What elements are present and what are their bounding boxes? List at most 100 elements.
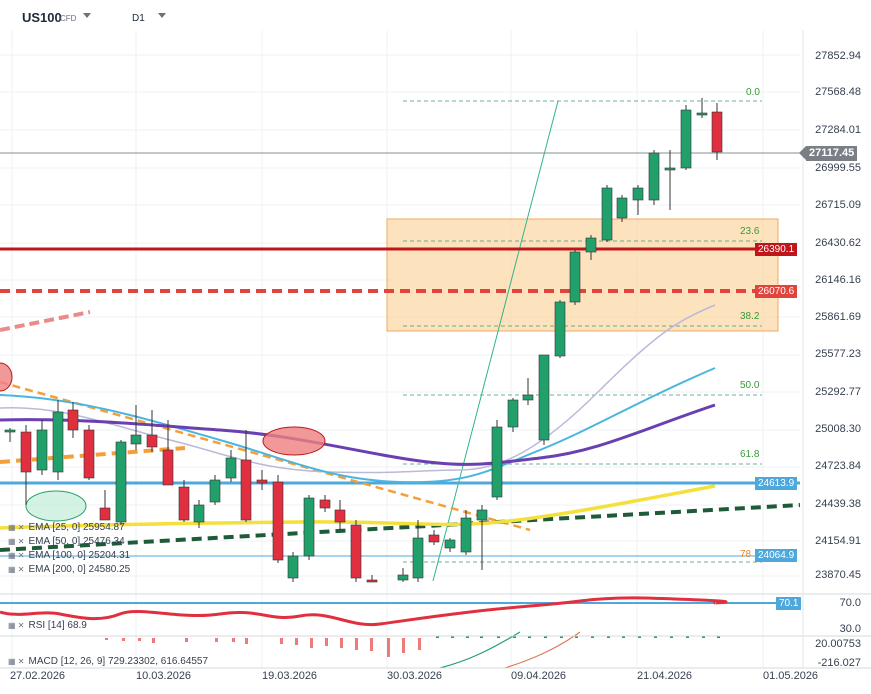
candle-body bbox=[146, 434, 158, 448]
sell-signal-marker bbox=[262, 426, 326, 456]
price-label: 24439.38 bbox=[815, 498, 861, 510]
macd-histogram-bar bbox=[607, 636, 610, 638]
ema25-line bbox=[0, 304, 716, 474]
candle-body bbox=[711, 111, 723, 153]
rsi-axis-label: 30.0 bbox=[839, 623, 861, 635]
price-label: 26146.16 bbox=[815, 274, 861, 286]
macd-histogram-bar bbox=[105, 638, 108, 640]
date-label: 09.04.2026 bbox=[511, 670, 567, 682]
macd-legend[interactable]: ▦ ✕ MACD [12, 26, 9] 729.23302, 616.64557 bbox=[8, 656, 209, 667]
candle-body bbox=[240, 459, 252, 521]
blue-level-badge: 24613.9 bbox=[755, 477, 798, 490]
symbol-dropdown-icon[interactable] bbox=[83, 13, 91, 18]
candle-body bbox=[554, 301, 566, 357]
fib-level-label: 50.0 bbox=[740, 380, 760, 391]
ema200-legend[interactable]: ▦ ✕ EMA [200, 0] 24580.25 bbox=[8, 564, 131, 575]
macd-histogram-bar bbox=[138, 638, 141, 641]
rsi-value-badge: 70.1 bbox=[776, 597, 802, 610]
settings-icon[interactable]: ▦ ✕ bbox=[8, 537, 25, 546]
macd-histogram-bar bbox=[702, 636, 705, 638]
candle-body bbox=[601, 187, 613, 241]
price-label: 26715.09 bbox=[815, 199, 861, 211]
ema100-legend[interactable]: ▦ ✕ EMA [100, 0] 25204.31 bbox=[8, 550, 131, 561]
macd-histogram-bar bbox=[717, 636, 720, 638]
rsi-legend[interactable]: ▦ ✕ RSI [14] 68.9 bbox=[8, 620, 87, 631]
ema25-legend[interactable]: ▦ ✕ EMA [25, 0] 25954.87 bbox=[8, 522, 125, 533]
red-dashed-level-badge: 26070.6 bbox=[755, 285, 798, 298]
candle-body bbox=[397, 574, 409, 581]
settings-icon[interactable]: ▦ ✕ bbox=[8, 565, 25, 574]
candle-body bbox=[664, 167, 676, 171]
macd-histogram-bar bbox=[622, 636, 625, 638]
candle-body bbox=[20, 431, 32, 473]
candle-body bbox=[303, 497, 315, 557]
candle-body bbox=[476, 509, 488, 521]
candle-body bbox=[366, 579, 378, 583]
price-label: 25008.30 bbox=[815, 423, 861, 435]
candle-body bbox=[460, 517, 472, 553]
settings-icon[interactable]: ▦ ✕ bbox=[8, 551, 25, 560]
pink-dashed-trendline bbox=[0, 310, 91, 332]
macd-axis-label: 20.00753 bbox=[815, 638, 861, 650]
candle-body bbox=[225, 457, 237, 479]
macd-histogram-bar bbox=[686, 636, 689, 638]
candle-body bbox=[569, 251, 581, 303]
candle-body bbox=[130, 434, 142, 445]
macd-histogram-bar bbox=[513, 636, 516, 638]
candle-body bbox=[193, 504, 205, 523]
macd-signal-line bbox=[504, 631, 581, 669]
date-label: 27.02.2026 bbox=[10, 670, 66, 682]
price-label: 27568.48 bbox=[815, 86, 861, 98]
macd-histogram-bar bbox=[280, 638, 283, 644]
candle-body bbox=[491, 426, 503, 498]
rsi-line bbox=[0, 596, 728, 627]
candle-body bbox=[83, 429, 95, 479]
macd-histogram-bar bbox=[295, 638, 298, 645]
date-label: 21.04.2026 bbox=[637, 670, 693, 682]
candle-body bbox=[632, 187, 644, 201]
fib-level-label: 0.0 bbox=[746, 87, 760, 98]
rsi-axis-label: 70.0 bbox=[839, 597, 861, 609]
macd-histogram-bar bbox=[185, 638, 188, 642]
macd-histogram-bar bbox=[497, 636, 500, 638]
price-label: 25577.23 bbox=[815, 348, 861, 360]
macd-histogram-bar bbox=[232, 638, 235, 642]
candle-body bbox=[256, 479, 268, 484]
red-level-badge: 26390.1 bbox=[755, 243, 798, 256]
symbol-name[interactable]: US100 bbox=[22, 10, 62, 25]
date-label: 01.05.2026 bbox=[763, 670, 819, 682]
candle-body bbox=[350, 524, 362, 579]
price-label: 24723.84 bbox=[815, 460, 861, 472]
macd-histogram-bar bbox=[152, 638, 155, 643]
ema50-legend[interactable]: ▦ ✕ EMA [50, 0] 25476.34 bbox=[8, 536, 125, 547]
settings-icon[interactable]: ▦ ✕ bbox=[8, 657, 25, 666]
macd-histogram-bar bbox=[528, 636, 531, 638]
price-label: 25861.69 bbox=[815, 311, 861, 323]
candle-body bbox=[444, 539, 456, 549]
price-label: 27852.94 bbox=[815, 50, 861, 62]
candle-body bbox=[428, 534, 440, 543]
timeframe-selector[interactable]: D1 bbox=[132, 13, 145, 24]
macd-line bbox=[439, 631, 521, 669]
macd-histogram-bar bbox=[544, 636, 547, 638]
macd-histogram-bar bbox=[340, 638, 343, 648]
current-price-arrow bbox=[799, 146, 806, 160]
settings-icon[interactable]: ▦ ✕ bbox=[8, 523, 25, 532]
settings-icon[interactable]: ▦ ✕ bbox=[8, 621, 25, 630]
macd-histogram-bar bbox=[436, 636, 439, 638]
candle-body bbox=[696, 112, 708, 116]
macd-histogram-bar bbox=[325, 638, 328, 646]
candle-body bbox=[287, 555, 299, 579]
macd-histogram-bar bbox=[480, 636, 483, 638]
timeframe-dropdown-icon[interactable] bbox=[158, 13, 166, 18]
macd-histogram-bar bbox=[638, 636, 641, 638]
fib-trendline bbox=[432, 100, 559, 582]
candle-body bbox=[648, 152, 660, 201]
green-dashed-trendline bbox=[0, 503, 801, 552]
candle-body bbox=[52, 411, 64, 473]
macd-histogram-bar bbox=[215, 638, 218, 642]
fib-zone bbox=[386, 218, 779, 332]
macd-histogram-bar bbox=[575, 636, 578, 638]
candle-body bbox=[4, 429, 16, 433]
